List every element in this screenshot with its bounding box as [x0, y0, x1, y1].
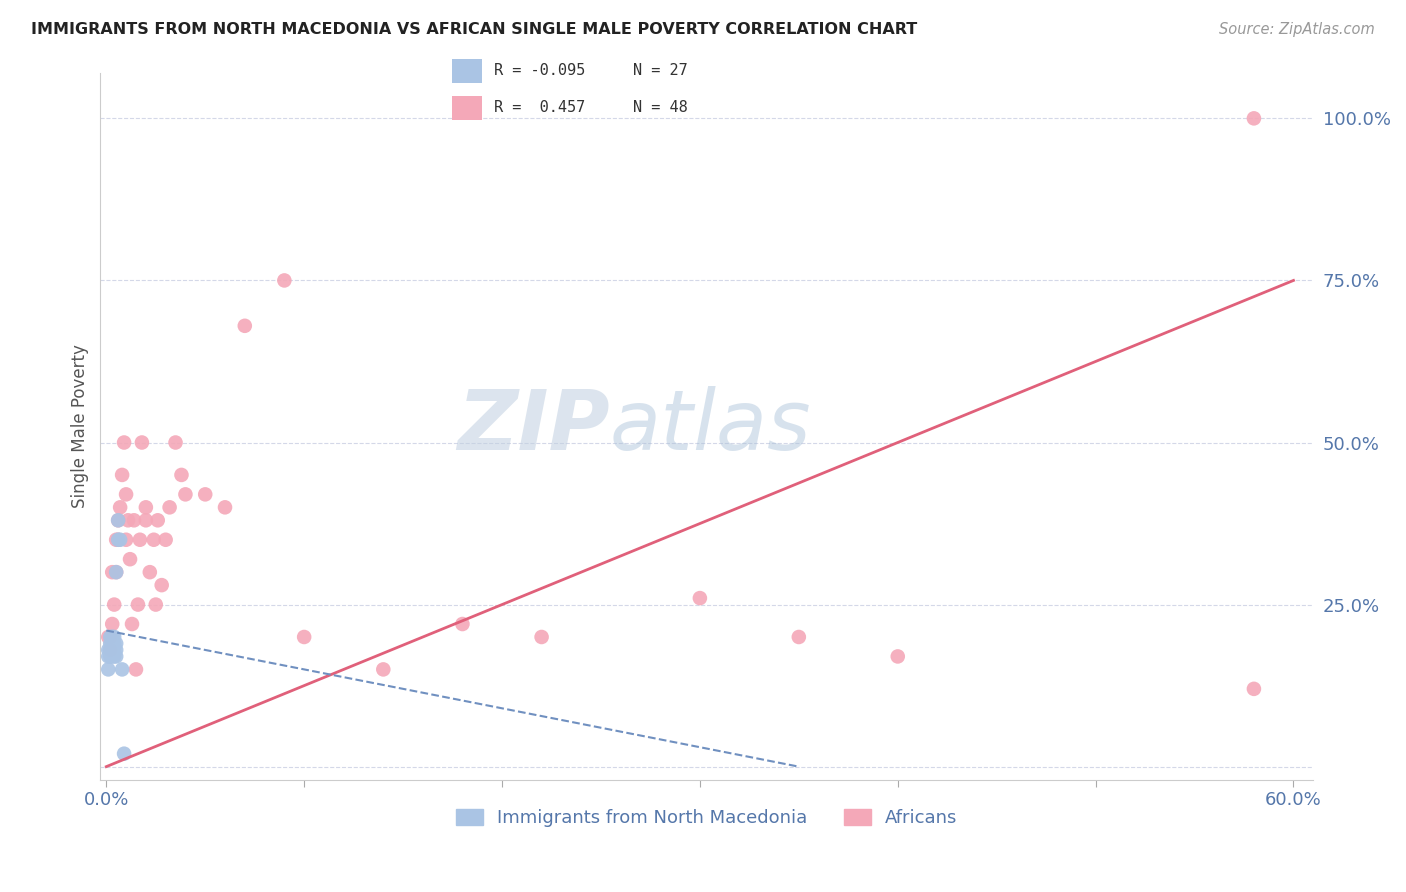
Point: [101, 643, 124, 657]
Point: [689, 591, 711, 606]
Point: [125, 662, 148, 676]
Point: [101, 636, 124, 650]
Point: [101, 565, 124, 579]
Point: [115, 533, 138, 547]
Text: IMMIGRANTS FROM NORTH MACEDONIA VS AFRICAN SINGLE MALE POVERTY CORRELATION CHART: IMMIGRANTS FROM NORTH MACEDONIA VS AFRIC…: [31, 22, 917, 37]
Point: [97, 662, 120, 676]
Point: [112, 435, 135, 450]
Point: [101, 649, 124, 664]
Point: [105, 565, 128, 579]
Point: [194, 487, 217, 501]
Point: [105, 636, 128, 650]
Point: [122, 513, 145, 527]
Point: [105, 533, 128, 547]
Point: [135, 513, 157, 527]
Point: [115, 487, 138, 501]
Point: [170, 467, 193, 482]
Point: [105, 643, 128, 657]
Legend: Immigrants from North Macedonia, Africans: Immigrants from North Macedonia, African…: [449, 802, 965, 834]
Point: [1243, 112, 1265, 126]
Point: [98, 643, 121, 657]
Point: [159, 500, 181, 515]
Point: [165, 435, 187, 450]
Point: [292, 630, 315, 644]
Text: R =  0.457: R = 0.457: [495, 100, 585, 115]
Point: [101, 636, 124, 650]
Point: [127, 598, 149, 612]
Point: [118, 552, 141, 566]
Point: [1243, 681, 1265, 696]
Point: [214, 500, 236, 515]
FancyBboxPatch shape: [451, 95, 482, 120]
Point: [103, 643, 125, 657]
Point: [98, 649, 121, 664]
Point: [174, 487, 197, 501]
Point: [103, 649, 125, 664]
Point: [451, 617, 474, 632]
Text: atlas: atlas: [610, 386, 811, 467]
Point: [107, 513, 129, 527]
Point: [98, 643, 121, 657]
Point: [117, 513, 139, 527]
Point: [103, 598, 125, 612]
Text: R = -0.095: R = -0.095: [495, 63, 585, 78]
Point: [101, 617, 124, 632]
Point: [98, 630, 121, 644]
Point: [142, 533, 165, 547]
Point: [887, 649, 910, 664]
Point: [233, 318, 256, 333]
Point: [145, 598, 167, 612]
FancyBboxPatch shape: [451, 59, 482, 83]
Point: [101, 630, 124, 644]
Point: [146, 513, 169, 527]
Point: [107, 533, 129, 547]
Point: [101, 630, 124, 644]
Point: [98, 643, 121, 657]
Point: [108, 533, 131, 547]
Point: [97, 643, 120, 657]
Point: [103, 636, 125, 650]
Point: [97, 649, 120, 664]
Point: [105, 565, 128, 579]
Text: ZIP: ZIP: [457, 386, 610, 467]
Point: [111, 662, 134, 676]
Point: [129, 533, 152, 547]
Point: [135, 500, 157, 515]
Point: [139, 565, 162, 579]
Point: [108, 500, 131, 515]
Point: [131, 435, 153, 450]
Text: N = 48: N = 48: [633, 100, 688, 115]
Point: [111, 467, 134, 482]
Point: [103, 630, 125, 644]
Text: N = 27: N = 27: [633, 63, 688, 78]
Point: [787, 630, 810, 644]
Point: [105, 649, 128, 664]
Point: [530, 630, 553, 644]
Text: Source: ZipAtlas.com: Source: ZipAtlas.com: [1219, 22, 1375, 37]
Point: [273, 273, 295, 287]
Point: [97, 630, 120, 644]
Point: [155, 533, 177, 547]
Point: [373, 662, 395, 676]
Point: [107, 533, 129, 547]
Point: [98, 630, 121, 644]
Y-axis label: Single Male Poverty: Single Male Poverty: [72, 344, 89, 508]
Point: [98, 636, 121, 650]
Point: [107, 513, 129, 527]
Point: [121, 617, 143, 632]
Point: [112, 747, 135, 761]
Point: [150, 578, 173, 592]
